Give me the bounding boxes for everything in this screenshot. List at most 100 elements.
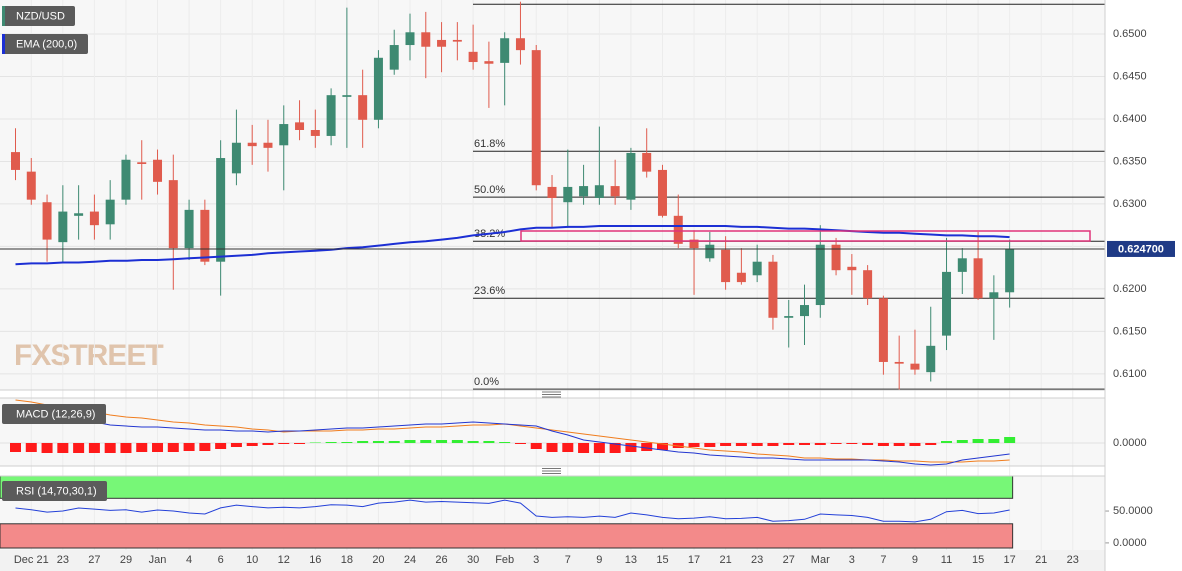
x-tick-label: 10 <box>246 554 258 566</box>
candle <box>579 164 589 205</box>
macd-histogram-bar <box>877 443 889 446</box>
candle <box>405 13 415 61</box>
candle-body <box>484 61 494 64</box>
candle <box>279 105 289 191</box>
x-tick-label: 30 <box>467 554 479 566</box>
macd-histogram-bar <box>767 443 779 446</box>
x-tick-label: 7 <box>565 554 571 566</box>
macd-histogram-bar <box>735 443 747 446</box>
x-tick-label: 12 <box>278 554 290 566</box>
macd-histogram-bar <box>546 443 558 452</box>
candle <box>626 147 636 210</box>
candle <box>784 299 794 348</box>
candle <box>437 22 447 73</box>
candle-body <box>247 142 257 147</box>
candle-body <box>279 124 289 146</box>
macd-histogram-bar <box>893 443 905 446</box>
macd-histogram-bar <box>783 443 795 445</box>
macd-histogram-bar <box>325 442 337 443</box>
candle-body <box>594 185 604 198</box>
x-tick-label: 27 <box>88 554 100 566</box>
candle-body <box>957 258 967 272</box>
candle <box>736 248 746 285</box>
legend-item: RSI (14,70,30,1) <box>2 481 107 501</box>
macd-histogram-bar <box>262 443 274 445</box>
candle <box>973 231 983 300</box>
candle-body <box>847 266 857 271</box>
legend-item: MACD (12,26,9) <box>2 404 106 424</box>
x-tick-label: 16 <box>309 554 321 566</box>
macd-histogram-bar <box>641 443 653 451</box>
candle-body <box>1005 248 1015 293</box>
candle <box>452 22 462 61</box>
candle <box>105 180 115 240</box>
candle <box>831 237 841 276</box>
macd-histogram-bar <box>341 442 353 443</box>
candle <box>231 109 241 186</box>
candle <box>326 88 336 146</box>
candle <box>657 164 667 218</box>
candle-body <box>421 32 431 47</box>
resistance-zone <box>520 230 1091 242</box>
x-tick-label: 18 <box>341 554 353 566</box>
candle-body <box>184 209 194 249</box>
candle <box>500 32 510 106</box>
macd-histogram-bar <box>25 443 37 452</box>
last-price-label: 0.624700 <box>1118 243 1164 255</box>
candle-body <box>168 180 178 249</box>
fib-label: 23.6% <box>474 285 505 297</box>
y-tick-label: 0.6350 <box>1113 155 1147 167</box>
x-tick-label: Feb <box>495 554 514 566</box>
candle <box>721 236 731 290</box>
x-tick-label: 6 <box>218 554 224 566</box>
macd-histogram-bar <box>483 441 495 443</box>
candle-body <box>642 152 652 172</box>
candle-body <box>342 95 352 97</box>
x-tick-label: 17 <box>688 554 700 566</box>
candle <box>89 194 99 240</box>
y-tick-label: 0.6100 <box>1113 368 1147 380</box>
macd-histogram-bar <box>199 443 211 451</box>
macd-histogram-bar <box>688 443 700 447</box>
candle <box>863 265 873 306</box>
candle <box>768 254 778 330</box>
candle <box>989 275 999 340</box>
macd-histogram-bar <box>230 443 242 447</box>
candle-body <box>137 162 147 164</box>
macd-histogram-bar <box>167 443 179 452</box>
legend-box <box>2 481 107 501</box>
candle <box>926 306 936 382</box>
candle <box>468 24 478 70</box>
macd-histogram-bar <box>451 440 463 443</box>
x-tick-label: 17 <box>1004 554 1016 566</box>
macd-histogram-bar <box>215 443 227 449</box>
candle <box>894 335 904 390</box>
candle-body <box>11 152 20 170</box>
y-tick-label: 0.0000 <box>1113 537 1147 549</box>
candle-body <box>89 211 99 226</box>
candle-body <box>973 258 983 299</box>
macd-histogram-bar <box>862 443 874 445</box>
legend-box <box>2 34 88 54</box>
macd-histogram-bar <box>436 440 448 443</box>
candle <box>847 254 857 295</box>
candle-body <box>831 244 841 271</box>
candle <box>11 128 20 181</box>
candle <box>547 175 557 228</box>
candle <box>137 140 147 200</box>
x-tick-label: 15 <box>972 554 984 566</box>
macd-histogram-bar <box>183 443 195 451</box>
candle-body <box>358 95 368 120</box>
macd-histogram-bar <box>562 443 574 452</box>
panel-handle <box>542 468 561 474</box>
candle <box>484 41 494 108</box>
watermark: FXSTREET <box>14 339 163 372</box>
candle <box>358 69 368 148</box>
macd-panel <box>0 398 1105 466</box>
macd-histogram-bar <box>751 443 763 446</box>
candle-body <box>705 244 715 259</box>
macd-histogram-bar <box>278 443 290 444</box>
candle-body <box>989 292 999 299</box>
candle <box>910 329 920 375</box>
candle-body <box>452 39 462 42</box>
